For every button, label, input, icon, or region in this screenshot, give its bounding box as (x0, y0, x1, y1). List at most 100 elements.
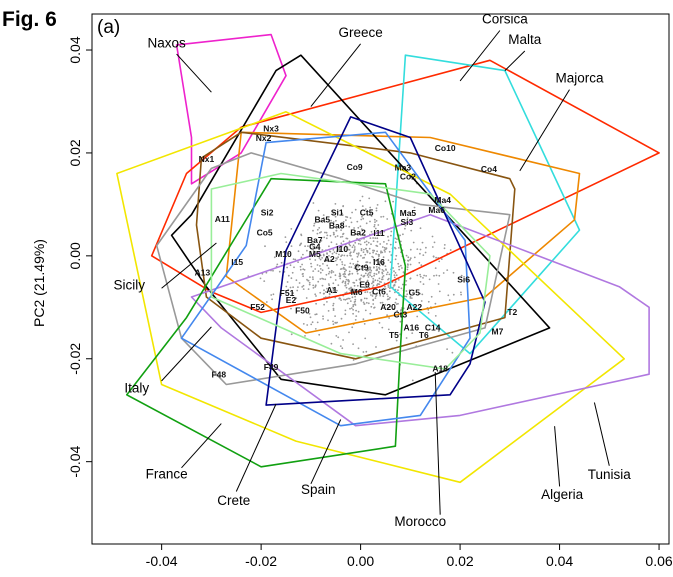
background-point (378, 255, 380, 258)
background-point (348, 272, 351, 275)
background-point (340, 255, 342, 257)
background-point (352, 263, 355, 265)
background-point (409, 277, 412, 280)
callout-label-algeria: Algeria (541, 487, 584, 502)
y-tick-label: 0.00 (67, 242, 83, 269)
background-point (351, 211, 353, 214)
background-point (334, 274, 337, 277)
background-point (335, 243, 338, 246)
background-point (447, 294, 450, 297)
background-point (411, 379, 414, 382)
background-point (389, 243, 392, 246)
background-point (365, 301, 368, 304)
background-point (468, 279, 471, 282)
background-point (360, 274, 363, 277)
callout-label-tunisia: Tunisia (588, 467, 632, 482)
background-point (292, 286, 294, 289)
background-point (425, 246, 427, 249)
callout-line (161, 242, 217, 289)
callout-label-majorca: Majorca (555, 70, 604, 85)
background-point (434, 315, 437, 317)
background-point (371, 282, 373, 285)
background-point (307, 245, 309, 248)
background-point (316, 232, 319, 235)
background-point (350, 290, 353, 292)
background-point (356, 260, 359, 263)
background-point (381, 271, 384, 274)
background-point (398, 286, 400, 289)
background-point (324, 231, 326, 234)
background-point (287, 252, 290, 255)
background-point (317, 270, 320, 272)
background-point (372, 251, 374, 254)
background-point (384, 287, 387, 290)
background-point (301, 286, 304, 288)
background-point (326, 301, 328, 303)
background-point (357, 252, 360, 255)
background-point (367, 267, 370, 270)
background-point (354, 319, 357, 321)
background-point (381, 246, 384, 248)
background-point (319, 278, 322, 280)
sample-label: T2 (507, 307, 517, 317)
sample-label: Ct6 (372, 286, 386, 296)
background-point (368, 286, 371, 289)
background-point (386, 298, 389, 301)
background-point (378, 322, 381, 324)
hull-naxos (175, 33, 287, 185)
background-point (355, 293, 357, 296)
background-point (309, 316, 312, 319)
background-point (348, 248, 351, 251)
background-point (319, 220, 322, 223)
background-point (362, 318, 365, 321)
background-point (355, 233, 358, 236)
background-point (303, 268, 306, 271)
background-point (399, 234, 401, 237)
background-point (382, 288, 385, 290)
background-point (308, 281, 311, 284)
background-point (393, 274, 396, 277)
background-point (365, 282, 367, 285)
background-point (398, 247, 400, 249)
background-point (404, 224, 407, 227)
background-point (332, 307, 335, 310)
background-point (343, 270, 346, 273)
x-tick-label: -0.04 (146, 553, 178, 569)
background-point (297, 261, 299, 263)
background-point (362, 251, 365, 254)
background-point (290, 277, 293, 280)
background-point (302, 268, 305, 271)
background-point (297, 250, 300, 253)
background-point (325, 231, 328, 234)
background-point (336, 263, 338, 266)
background-point (419, 252, 421, 255)
background-point (355, 263, 357, 266)
background-point (419, 248, 422, 251)
background-point (334, 315, 336, 317)
background-point (422, 283, 425, 285)
background-point (427, 308, 430, 311)
hull-france (126, 177, 407, 468)
background-point (273, 256, 276, 259)
background-point (405, 337, 408, 339)
background-point (334, 215, 337, 218)
background-point (340, 229, 342, 232)
background-point (384, 200, 387, 203)
callout-line (161, 326, 212, 382)
background-point (365, 297, 368, 300)
background-point (284, 236, 287, 239)
background-point (435, 274, 438, 277)
background-point (401, 267, 403, 269)
background-point (363, 303, 366, 305)
background-point (341, 212, 343, 215)
hulls (116, 33, 660, 484)
background-point (302, 275, 304, 278)
y-axis-title: PC2 (21.49%) (31, 239, 47, 327)
background-point (349, 307, 351, 310)
background-point (339, 277, 342, 280)
background-point (322, 315, 324, 318)
hull-majorca (225, 131, 581, 334)
background-point (317, 209, 320, 212)
background-point (330, 219, 332, 222)
